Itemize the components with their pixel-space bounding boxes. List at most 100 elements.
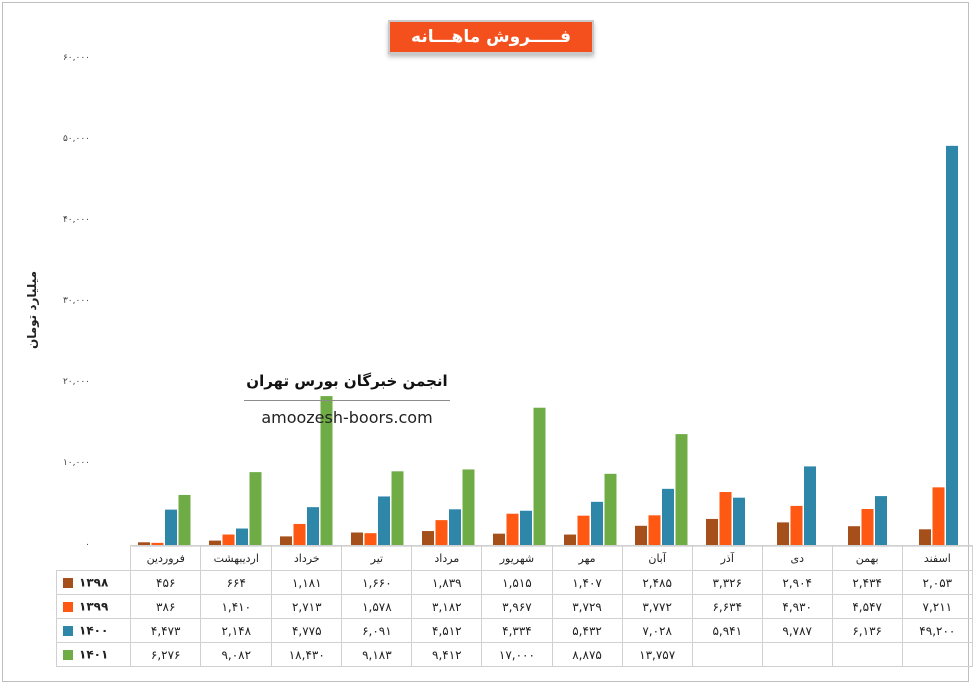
bar-۱۳۹۸-آبان (635, 525, 647, 546)
data-label: ۵,۴۳۲ (551, 618, 623, 643)
legend-label: ۱۴۰۱ (79, 647, 109, 662)
bar-۱۳۹۹-مهر (577, 515, 590, 546)
x-tick-label: مهر (551, 545, 623, 571)
legend-swatch (63, 601, 73, 612)
data-label: ۶,۰۹۱ (341, 618, 413, 643)
data-label: ۱۳,۷۵۷ (621, 642, 693, 667)
legend-swatch (63, 577, 73, 588)
bar-۱۳۹۹-اردیبهشت (222, 534, 235, 546)
bar-۱۴۰۰-بهمن (875, 496, 887, 546)
bar-۱۳۹۸-خرداد (280, 536, 292, 546)
bar-۱۴۰۰-دی (804, 466, 816, 546)
data-label: ۹,۷۸۷ (761, 618, 833, 643)
bar-۱۳۹۸-دی (777, 522, 789, 546)
legend-label: ۱۳۹۸ (79, 575, 109, 590)
table-header-row: فروردین اردیبهشت خرداد تیر مرداد شهریور مهر آبا… (57, 545, 973, 571)
legend-swatch (63, 625, 73, 636)
y-tick-label: ۲۰,۰۰۰ (62, 377, 90, 387)
data-label: ۴۹,۲۰۰ (901, 618, 973, 643)
data-label: ۶,۶۳۴ (691, 594, 763, 619)
bar-۱۳۹۸-بهمن (848, 526, 860, 546)
data-label: ۲,۴۸۵ (621, 570, 693, 595)
data-label: ۱,۵۷۸ (341, 594, 413, 619)
bar-۱۳۹۹-آذر (719, 492, 732, 546)
bar-۱۴۰۰-تیر (378, 496, 390, 546)
data-label: ۲,۹۰۴ (761, 570, 833, 595)
bar-۱۳۹۹-آبان (648, 515, 661, 546)
bar-۱۴۰۱-فروردین (178, 494, 191, 546)
data-label: ۴,۴۷۳ (130, 618, 202, 643)
data-label: ۶,۱۳۶ (831, 618, 903, 643)
legend-swatch (63, 649, 73, 660)
data-table: فروردین اردیبهشت خرداد تیر مرداد شهریور مهر آبا… (55, 545, 973, 667)
x-tick-label: دی (761, 545, 833, 571)
watermark-url: amoozesh-boors.com (261, 408, 433, 427)
bar-۱۳۹۸-تیر (351, 532, 363, 546)
bar-۱۳۹۸-اردیبهشت (209, 540, 221, 546)
bar-۱۴۰۰-آذر (733, 497, 745, 546)
bar-۱۳۹۹-تیر (364, 533, 377, 546)
table-corner (57, 546, 131, 571)
data-label: ۷,۰۲۸ (621, 618, 693, 643)
x-tick-label: فروردین (130, 545, 202, 571)
data-label (691, 642, 763, 667)
x-tick-label: خرداد (271, 545, 343, 571)
chart-title: فـــــروش ماهـــانه خـــودرو (388, 20, 594, 77)
data-label: ۳,۷۷۲ (621, 594, 693, 619)
y-tick-label: ۱۰,۰۰۰ (62, 458, 90, 468)
y-tick-label: ۵۰,۰۰۰ (62, 134, 90, 144)
x-tick-label: آذر (691, 545, 763, 571)
legend-entry: ۱۳۹۸ (55, 570, 132, 595)
bar-۱۳۹۹-خرداد (293, 523, 306, 546)
bar-۱۴۰۰-آبان (662, 488, 674, 546)
x-tick-label: شهریور (481, 545, 553, 571)
data-label: ۶۶۴ (200, 570, 273, 595)
data-label: ۲,۷۱۳ (271, 594, 343, 619)
bar-۱۳۹۹-شهریور (506, 513, 519, 546)
x-tick-label: تیر (341, 545, 413, 571)
legend-label: ۱۴۰۰ (79, 623, 109, 638)
data-label: ۳,۱۸۲ (411, 594, 483, 619)
data-label: ۴,۵۱۲ (411, 618, 483, 643)
data-label: ۱,۵۱۵ (481, 570, 553, 595)
data-label: ۳,۷۲۹ (551, 594, 623, 619)
data-label: ۴,۷۷۵ (271, 618, 343, 643)
bar-۱۳۹۹-اسفند (932, 487, 945, 546)
bar-۱۴۰۰-شهریور (520, 510, 532, 546)
data-label: ۳,۹۶۷ (481, 594, 553, 619)
data-label: ۸,۸۷۵ (551, 642, 623, 667)
bar-۱۴۰۱-اردیبهشت (249, 472, 262, 546)
data-label: ۳,۳۲۶ (691, 570, 763, 595)
legend-entry: ۱۴۰۱ (55, 642, 132, 667)
data-label: ۱۷,۰۰۰ (481, 642, 553, 667)
data-label: ۳۸۶ (130, 594, 202, 619)
bar-۱۴۰۰-اردیبهشت (236, 528, 248, 546)
data-label: ۲,۴۳۴ (831, 570, 903, 595)
bar-۱۳۹۹-مرداد (435, 520, 448, 546)
data-label: ۴,۳۳۴ (481, 618, 553, 643)
x-tick-label: اردیبهشت (200, 545, 273, 571)
watermark-title: انجمن خبرگان بورس تهران (246, 372, 448, 390)
bar-۱۴۰۰-فروردین (165, 509, 177, 546)
table-row: ۱۳۹۸ ۴۵۶ ۶۶۴ ۱,۱۸۱ ۱,۶۶۰ ۱,۸۳۹ ۱,۵۱۵ ۱,۴۰۷ ۲,۴۸۵… (55, 570, 973, 595)
y-tick-label: ۳۰,۰۰۰ (62, 296, 90, 306)
watermark-divider (244, 400, 450, 401)
x-tick-label: اسفند (901, 545, 973, 571)
data-label: ۹,۴۱۲ (411, 642, 483, 667)
data-label: ۱,۶۶۰ (341, 570, 413, 595)
data-label: ۱,۸۳۹ (411, 570, 483, 595)
bar-۱۴۰۱-آبان (675, 434, 688, 546)
data-label: ۱۸,۴۳۰ (271, 642, 343, 667)
bar-۱۴۰۱-خرداد (320, 396, 333, 546)
x-tick-label: آبان (621, 545, 693, 571)
bar-۱۴۰۱-مرداد (462, 469, 475, 546)
bar-۱۳۹۸-مهر (564, 534, 576, 546)
bar-۱۴۰۰-خرداد (307, 507, 319, 546)
data-label: ۹,۰۸۲ (200, 642, 273, 667)
data-label (831, 642, 903, 667)
data-label: ۲,۰۵۳ (901, 570, 973, 595)
bar-۱۴۰۰-مهر (591, 501, 603, 546)
data-label: ۶,۲۷۶ (130, 642, 202, 667)
data-label (761, 642, 833, 667)
legend-entry: ۱۴۰۰ (55, 618, 132, 643)
